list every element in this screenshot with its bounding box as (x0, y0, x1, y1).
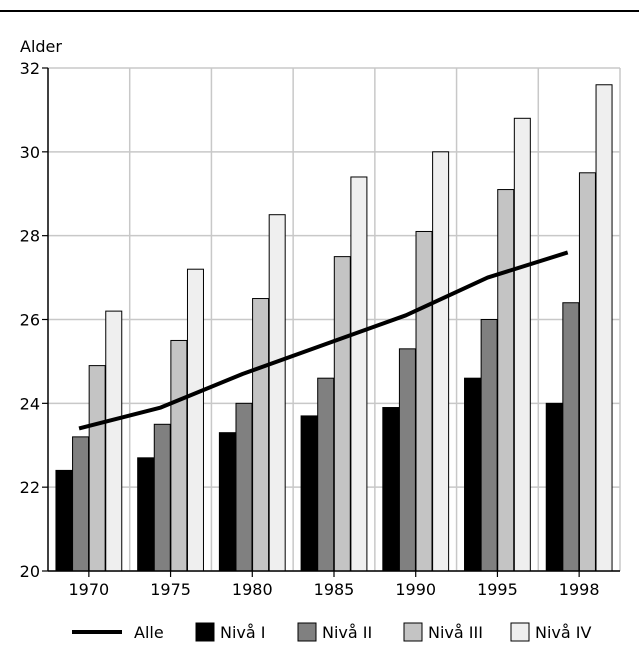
x-tick-label: 1985 (314, 580, 355, 599)
bar (105, 310, 123, 572)
bar (88, 365, 106, 572)
bar (137, 457, 155, 572)
bar (317, 377, 335, 572)
bar (55, 469, 73, 572)
bar (432, 151, 450, 572)
legend-label: Nivå I (220, 623, 266, 642)
legend-label: Nivå II (322, 623, 372, 642)
bar (186, 268, 204, 572)
legend-swatch (510, 622, 530, 642)
x-tick-label: 1998 (559, 580, 600, 599)
legend: Alle Nivå I Nivå II Nivå III Nivå IV (72, 622, 591, 642)
legend-label: Nivå IV (535, 623, 591, 642)
legend-swatch (297, 622, 317, 642)
line-series-alle (78, 250, 569, 431)
y-tick-label: 30 (20, 143, 40, 162)
bar (562, 302, 580, 572)
x-tick-label: 1990 (395, 580, 436, 599)
bar (350, 176, 368, 572)
bar (333, 256, 351, 572)
bar (398, 348, 416, 572)
top-rule (0, 10, 639, 12)
legend-label: Nivå III (428, 623, 483, 642)
bar (235, 402, 253, 572)
bar (497, 189, 515, 572)
bars (55, 84, 613, 572)
y-tick-label: 24 (20, 394, 40, 413)
bar (578, 172, 596, 572)
bar (545, 402, 563, 572)
line-layer (78, 250, 569, 431)
legend-swatch (403, 622, 423, 642)
bar (170, 339, 188, 572)
legend-label: Alle (134, 623, 164, 642)
y-tick-label: 32 (20, 59, 40, 78)
x-tick-labels: 1970 1975 1980 1985 1990 1995 1998 (68, 580, 599, 599)
bar (268, 214, 286, 572)
y-tick-labels: 20 22 24 26 28 30 32 (20, 59, 40, 581)
x-tick-label: 1980 (232, 580, 273, 599)
bar (153, 423, 171, 572)
bar (513, 117, 531, 572)
bar (300, 415, 318, 572)
y-tick-label: 26 (20, 311, 40, 330)
y-tick-label: 22 (20, 478, 40, 497)
x-tick-label: 1975 (150, 580, 191, 599)
y-tick-label: 20 (20, 562, 40, 581)
legend-swatch (195, 622, 215, 642)
axes (42, 67, 620, 577)
x-tick-label: 1970 (68, 580, 109, 599)
bar (382, 407, 400, 572)
bar (415, 230, 433, 572)
bar (480, 319, 498, 572)
y-axis-label: Alder (20, 37, 62, 56)
bar (72, 436, 90, 572)
bar (252, 298, 270, 572)
bar (464, 377, 482, 572)
bar (595, 84, 613, 572)
x-tick-label: 1995 (477, 580, 518, 599)
y-tick-label: 28 (20, 227, 40, 246)
bar (218, 432, 236, 572)
